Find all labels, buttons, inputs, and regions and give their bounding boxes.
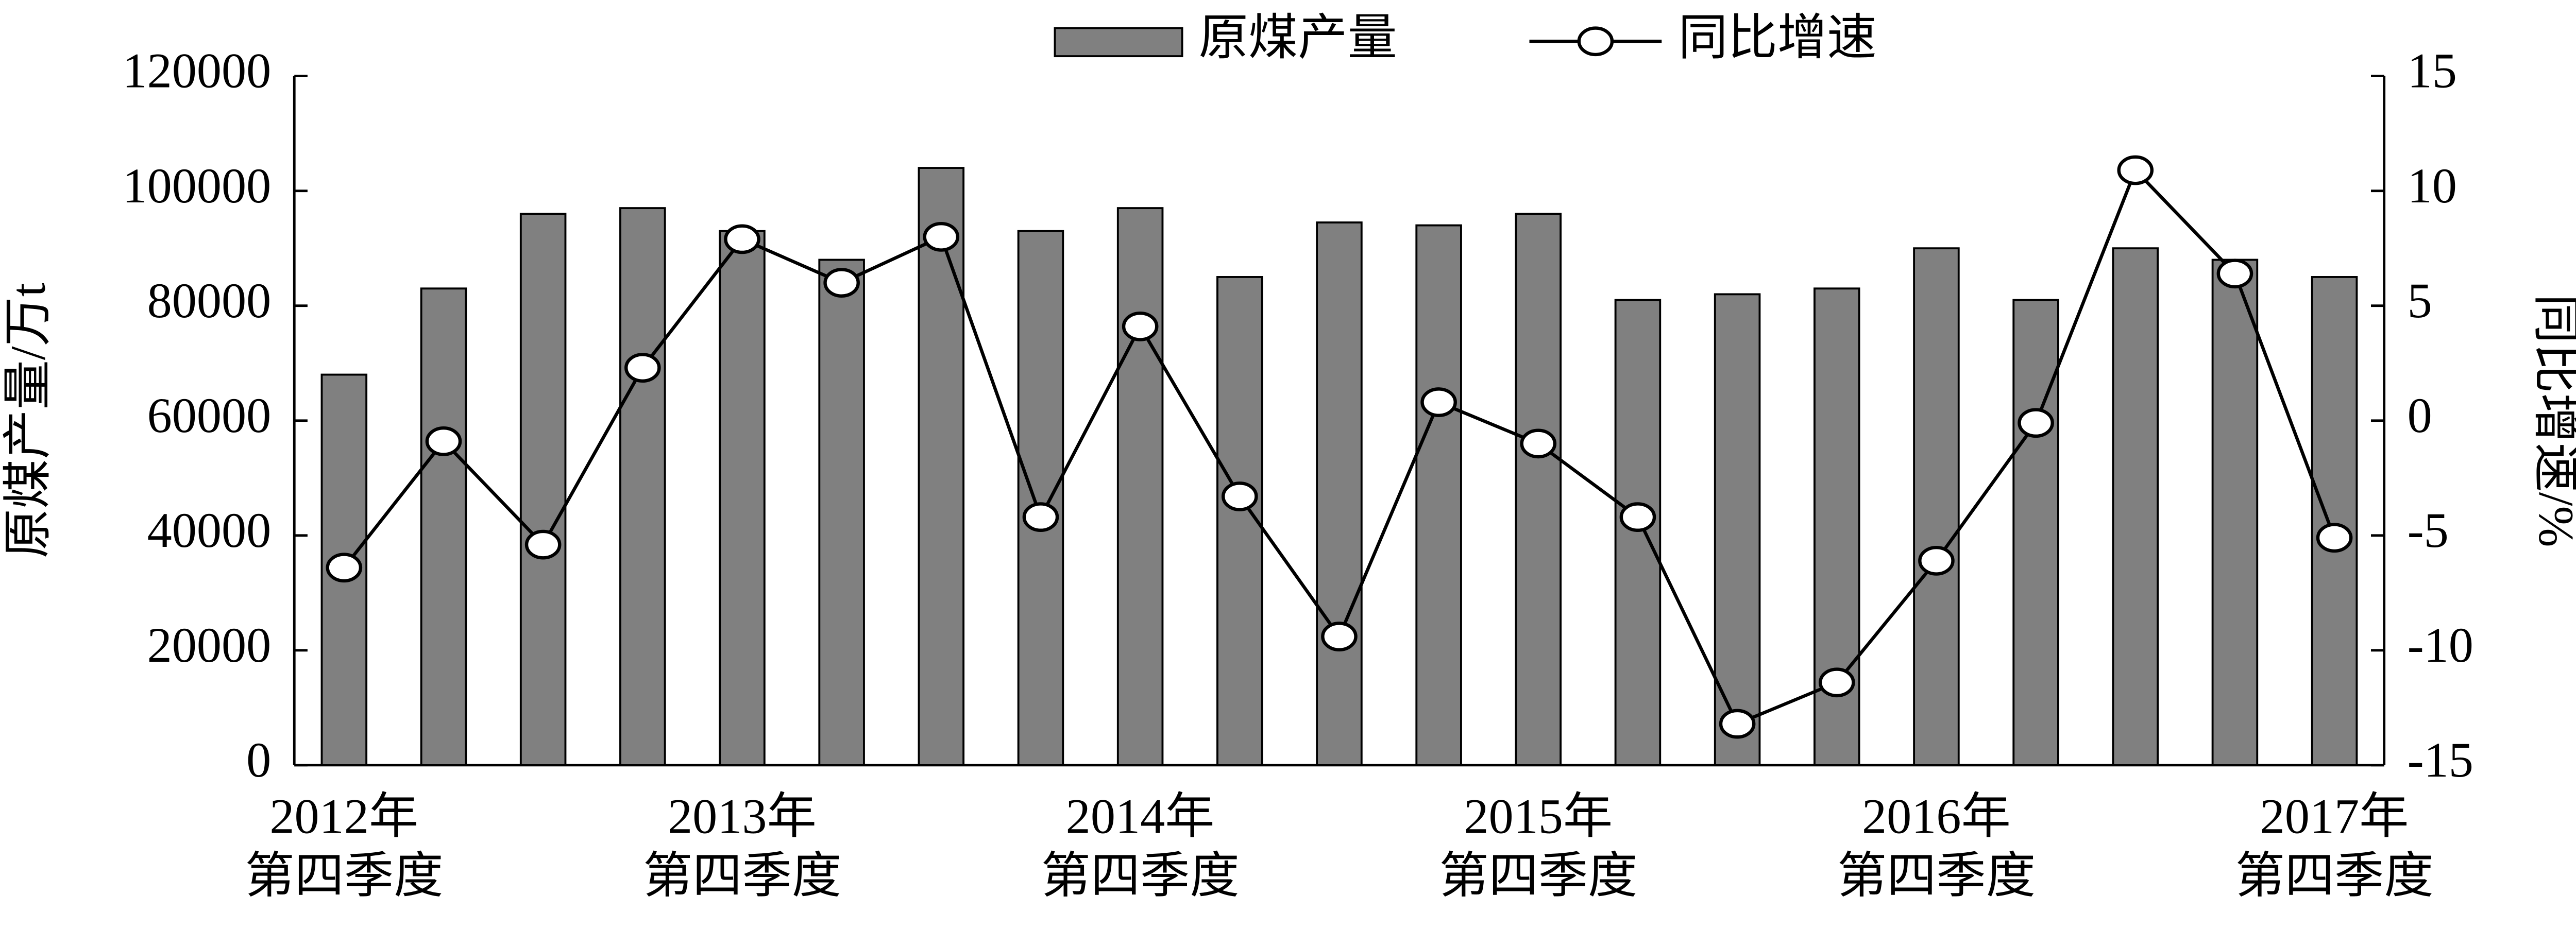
y-axis-label: 原煤产量/万t — [0, 283, 55, 558]
legend-swatch — [1054, 27, 1183, 58]
y-tick-label: 40000 — [147, 503, 272, 558]
y-tick-label: 0 — [246, 732, 271, 787]
point — [1221, 481, 1258, 511]
point — [923, 221, 960, 252]
y-tick-label: 20000 — [147, 617, 272, 673]
point — [1520, 428, 1557, 459]
y2-axis-label: 同比增速/% — [2529, 294, 2576, 547]
point — [1918, 545, 1955, 576]
y-tick-label: 80000 — [147, 273, 272, 328]
point — [2316, 523, 2353, 553]
bar — [2112, 247, 2159, 766]
y2-tick-label: -10 — [2408, 617, 2473, 673]
bar — [1216, 276, 1263, 766]
y2-tick-label: 10 — [2408, 158, 2457, 213]
point — [326, 553, 363, 583]
point — [1022, 502, 1059, 532]
x-tick-label: 2013年 第四季度 — [642, 789, 841, 904]
y2-tick-label: -15 — [2408, 732, 2473, 787]
point — [1122, 311, 1159, 341]
x-tick-label: 2015年 第四季度 — [1439, 789, 1638, 904]
legend-label: 原煤产量 — [1199, 10, 1397, 65]
y-tick-label: 100000 — [123, 158, 272, 213]
bar — [1415, 224, 1462, 766]
point — [1719, 709, 1756, 739]
point — [724, 224, 760, 254]
point — [1321, 622, 1358, 651]
legend-label: 同比增速 — [1678, 10, 1876, 65]
point — [1619, 502, 1656, 532]
point — [2216, 259, 2253, 289]
point — [1420, 387, 1457, 417]
bar — [719, 230, 766, 766]
point — [823, 268, 860, 298]
bar — [1913, 247, 1960, 766]
x-tick-label: 2012年 第四季度 — [245, 789, 444, 904]
x-tick-label: 2016年 第四季度 — [1837, 789, 2036, 904]
point — [2018, 408, 2054, 438]
bar — [1614, 299, 1662, 766]
point — [2117, 155, 2154, 185]
point — [1818, 667, 1855, 698]
y2-tick-label: 15 — [2408, 43, 2457, 98]
point — [624, 353, 661, 383]
y-tick-label: 120000 — [123, 43, 272, 98]
bar — [1714, 293, 1761, 766]
point — [524, 529, 562, 560]
bar — [2211, 259, 2259, 766]
bar — [1515, 213, 1562, 766]
legend-marker — [1577, 26, 1614, 57]
x-tick-label: 2017年 第四季度 — [2235, 789, 2434, 904]
y2-tick-label: 0 — [2408, 388, 2432, 443]
bar — [519, 213, 567, 766]
bar — [1017, 230, 1064, 766]
y2-tick-label: -5 — [2408, 503, 2449, 558]
bar — [2311, 276, 2358, 766]
point — [425, 426, 462, 456]
y-tick-label: 60000 — [147, 388, 272, 443]
bar — [1116, 207, 1164, 766]
x-tick-label: 2014年 第四季度 — [1041, 789, 1240, 904]
bar — [2012, 299, 2059, 766]
bar — [619, 207, 666, 766]
y2-tick-label: 5 — [2408, 273, 2432, 328]
bar — [420, 287, 467, 766]
bar — [1316, 221, 1363, 766]
bar — [918, 167, 965, 766]
bar — [818, 259, 865, 766]
